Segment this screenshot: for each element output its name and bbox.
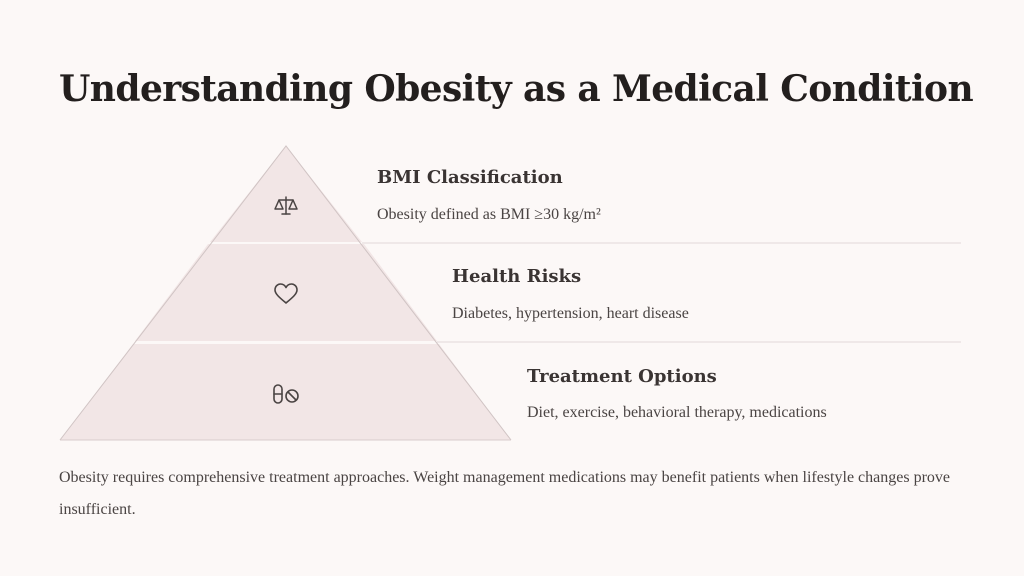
pyramid-outline (59, 145, 512, 441)
pills-icon (273, 384, 299, 404)
tier-3-description: Diet, exercise, behavioral therapy, medi… (527, 404, 827, 421)
scale-icon (274, 196, 298, 215)
heart-icon (274, 283, 298, 304)
tier-2-title: Health Risks (452, 266, 582, 287)
tier-3-title: Treatment Options (527, 366, 717, 387)
tier-1-title: BMI Classification (377, 167, 563, 188)
footer-text: Obesity requires comprehensive treatment… (59, 469, 950, 518)
slide-title: Understanding Obesity as a Medical Condi… (59, 68, 974, 110)
pyramid-tier-1 (210, 146, 362, 242)
tier-2-description: Diabetes, hypertension, heart disease (452, 305, 689, 322)
tier-1-description: Obesity defined as BMI ≥30 kg/m² (377, 206, 601, 223)
pyramid-tier-3 (60, 344, 511, 440)
pyramid-tier-2 (135, 244, 437, 341)
